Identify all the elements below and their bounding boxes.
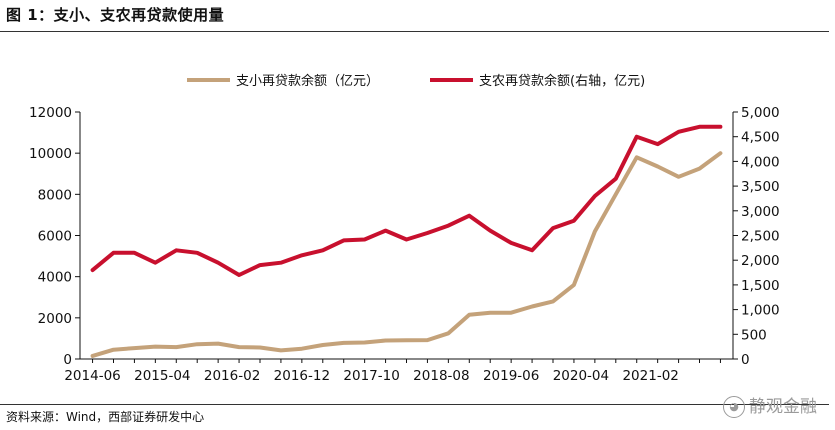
x-axis-tick-label: 2020-04	[553, 368, 609, 384]
right-axis-tick-label: 1,500	[741, 278, 780, 294]
watermark-text: 静观金融	[749, 397, 817, 417]
right-axis-tick-label: 3,000	[741, 204, 780, 220]
x-axis-tick-label: 2016-02	[204, 368, 260, 384]
legend: 支小再贷款余额（亿元） 支农再贷款余额(右轴，亿元)	[187, 73, 645, 89]
right-axis-tick-label: 1,000	[741, 303, 780, 319]
x-axis-tick-label: 2019-06	[483, 368, 539, 384]
wechat-icon: ◕	[723, 396, 745, 418]
left-axis-tick-label: 6000	[38, 229, 72, 245]
right-axis-tick-label: 4,500	[741, 130, 780, 146]
series-line-right	[90, 124, 723, 277]
right-axis-tick-label: 500	[741, 327, 767, 343]
figure-title: 图 1：支小、支农再贷款使用量	[6, 6, 225, 24]
legend-label-left-series: 支小再贷款余额（亿元）	[236, 73, 379, 89]
right-axis-tick-label: 5,000	[741, 105, 780, 121]
watermark: ◕ 静观金融	[723, 392, 817, 418]
left-axis-tick-label: 8000	[38, 187, 72, 203]
x-axis-tick-label: 2015-04	[134, 368, 190, 384]
left-axis-tick-label: 10000	[29, 146, 72, 162]
x-axis-tick-label: 2014-06	[64, 368, 120, 384]
right-axis-tick-label: 3,500	[741, 179, 780, 195]
top-divider	[0, 31, 829, 32]
x-axis-tick-label: 2017-10	[343, 368, 399, 384]
series-layer	[90, 124, 723, 358]
bottom-divider	[0, 404, 829, 405]
source-note: 资料来源：Wind，西部证券研发中心	[6, 410, 205, 424]
right-axis-tick-label: 4,000	[741, 154, 780, 170]
right-axis-tick-label: 0	[741, 352, 750, 368]
series-line-left	[90, 151, 723, 358]
axes-layer: 0 2000 4000 6000 8000 10000 12000 0 500 1,000 1,50…	[29, 105, 780, 384]
x-axis-tick-label: 2016-12	[274, 368, 330, 384]
legend-label-right-series: 支农再贷款余额(右轴，亿元)	[479, 73, 645, 89]
x-axis-tick-label: 2018-08	[413, 368, 469, 384]
left-axis-tick-label: 0	[63, 352, 72, 368]
right-axis-tick-label: 2,500	[741, 229, 780, 245]
left-axis-tick-label: 4000	[38, 270, 72, 286]
right-axis-tick-label: 2,000	[741, 253, 780, 269]
left-axis-tick-label: 2000	[38, 311, 72, 327]
left-axis-tick-label: 12000	[29, 105, 72, 121]
x-axis-tick-label: 2021-02	[622, 368, 678, 384]
